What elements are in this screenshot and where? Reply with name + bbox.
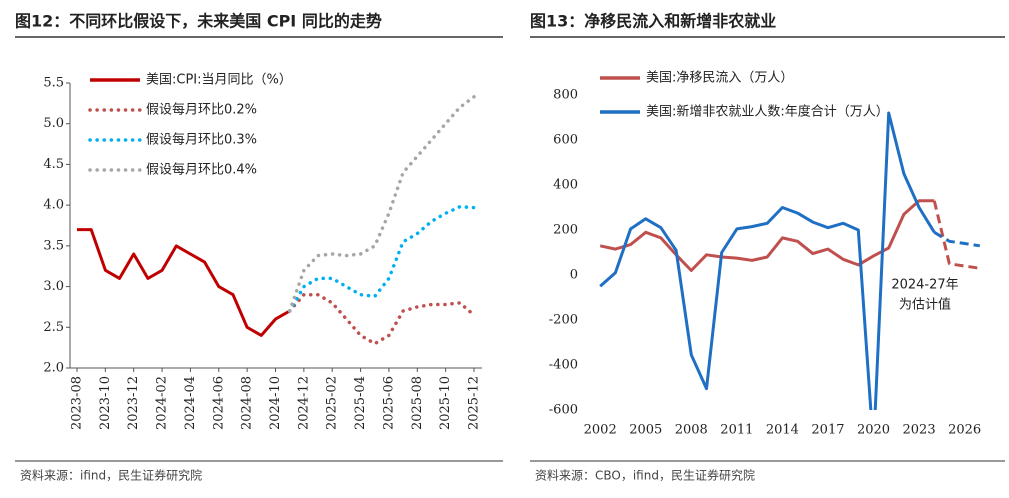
series-line [287,292,476,346]
chart-title: 图12：不同环比假设下，未来美国 CPI 同比的走势 [15,12,382,31]
x-tick-label: 2023-10 [98,376,113,430]
x-tick-label: 2023-12 [126,376,141,430]
y-tick-label: 5.0 [43,116,64,131]
series-line [932,200,981,270]
legend-label: 假设每月环比0.2% [146,102,257,118]
annotation: 2024-27年 [891,278,958,293]
x-tick-label: 2008 [675,423,708,438]
x-tick-label: 2025-06 [381,376,396,430]
legend-label: 美国:净移民流入（万人） [646,71,793,86]
y-tick-label: 3.0 [43,279,64,294]
x-tick-label: 2002 [584,423,617,438]
plot-area [77,95,476,346]
x-tick-label: 2025-02 [325,376,340,430]
annotation: 为估计值 [899,297,951,313]
x-tick-label: 2014 [766,423,799,438]
x-tick-label: 2024-04 [183,376,198,430]
x-tick-label: 2025-08 [410,376,425,430]
x-tick-label: 2011 [720,423,753,438]
x-tick-label: 2025-10 [438,376,453,430]
x-tick-label: 2024-06 [211,376,226,430]
x-tick-label: 2025-12 [467,376,482,430]
x-tick-label: 2023-08 [70,376,85,430]
y-tick-label: -400 [549,358,578,373]
y-tick-label: 0 [570,268,578,283]
legend-label: 假设每月环比0.3% [146,132,257,148]
x-tick-label: 2024-12 [296,376,311,430]
y-tick-label: 5.5 [43,76,64,91]
source-note: 资料来源：CBO，ifind，民生证券研究院 [535,468,755,483]
y-tick-label: -200 [549,313,578,328]
series-line [933,231,981,248]
legend-label: 美国:新增非农就业人数:年度合计（万人） [646,104,889,120]
x-tick-label: 2026 [948,423,981,438]
series-line [287,95,476,313]
chart-title: 图13：净移民流入和新增非农就业 [530,12,776,31]
x-tick-label: 2025-04 [353,376,368,430]
y-tick-label: 600 [553,133,578,148]
x-tick-label: 2023 [903,423,936,438]
x-tick-label: 2020 [857,423,890,438]
plot-area [599,111,981,410]
series-line [599,111,936,410]
x-tick-label: 2024-10 [268,376,283,430]
series-line [77,228,291,337]
legend-label: 美国:CPI:当月同比（%） [146,73,292,88]
series-line [599,199,935,272]
y-tick-label: 200 [553,223,578,238]
y-tick-label: 2.5 [43,320,64,335]
legend-label: 假设每月环比0.4% [146,162,257,178]
y-tick-label: 4.0 [43,198,64,213]
y-tick-label: 400 [553,178,578,193]
source-note: 资料来源：ifind，民生证券研究院 [20,468,202,483]
y-tick-label: 2.0 [43,361,64,376]
x-tick-label: 2005 [629,423,662,438]
x-tick-label: 2024-02 [155,376,170,430]
x-tick-label: 2017 [811,423,844,438]
y-tick-label: -600 [549,403,578,418]
y-tick-label: 3.5 [43,238,64,253]
y-tick-label: 800 [553,88,578,103]
y-tick-label: 4.5 [43,157,64,172]
x-tick-label: 2024-08 [240,376,255,430]
